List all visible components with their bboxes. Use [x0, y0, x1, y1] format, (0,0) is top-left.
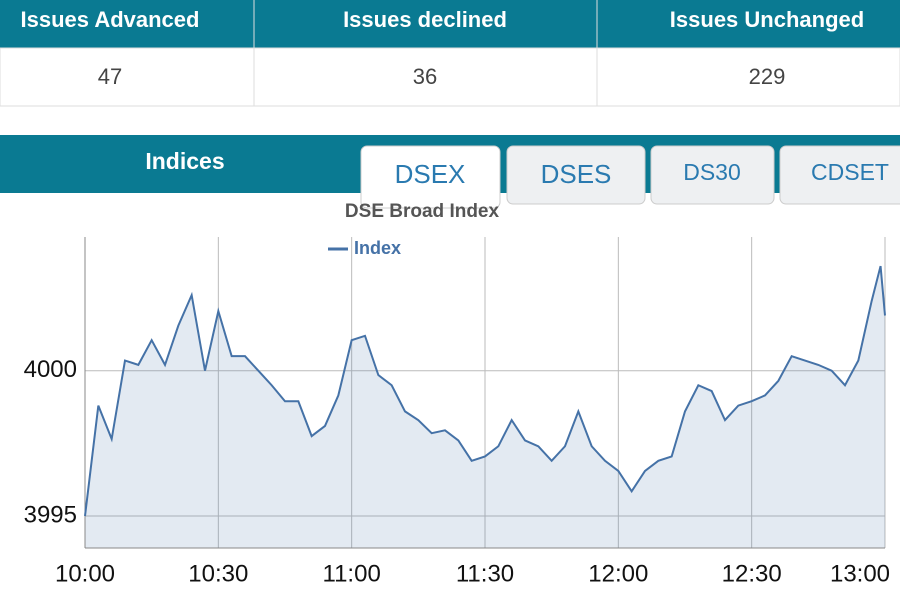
x-tick-label: 11:00 [323, 560, 381, 587]
table-cell: 47 [98, 64, 122, 89]
legend-label[interactable]: Index [354, 238, 401, 258]
section-title: Indices [145, 148, 224, 174]
tab-label[interactable]: DS30 [683, 159, 741, 185]
table-cell: 36 [413, 64, 437, 89]
tab-label[interactable]: DSES [541, 159, 612, 189]
y-tick-label: 3995 [24, 501, 77, 528]
x-tick-label: 11:30 [456, 560, 514, 587]
tab[interactable] [360, 145, 501, 209]
x-tick-label: 12:30 [722, 560, 782, 587]
tab[interactable] [650, 145, 775, 205]
area [85, 266, 885, 548]
x-tick-label: 10:00 [55, 560, 115, 587]
x-tick-label: 13:00 [830, 560, 890, 587]
table-header: Issues Unchanged [670, 7, 864, 32]
table-header: Issues declined [343, 7, 507, 32]
tab[interactable] [506, 145, 646, 205]
chart-title: DSE Broad Index [345, 201, 500, 222]
table-row-bg [0, 47, 900, 107]
y-tick-label: 4000 [24, 356, 77, 383]
tab-label[interactable]: DSEX [395, 159, 466, 189]
table-header-bg [0, 0, 900, 48]
table-cell: 229 [749, 64, 786, 89]
tab-label[interactable]: CDSET [811, 159, 889, 185]
x-tick-label: 10:30 [188, 560, 248, 587]
x-tick-label: 12:00 [588, 560, 648, 587]
line [84, 265, 886, 517]
table-header: Issues Advanced [21, 7, 200, 32]
tab[interactable] [779, 145, 900, 205]
